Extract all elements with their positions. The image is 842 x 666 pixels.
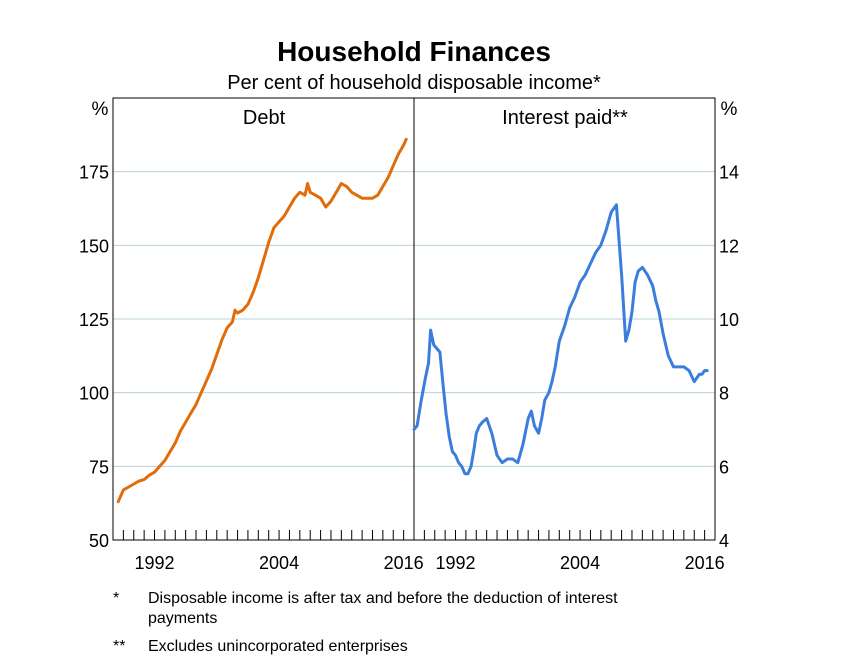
debt-panel-title: Debt	[243, 107, 286, 129]
chart-subtitle: Per cent of household disposable income*	[227, 72, 601, 94]
footnotes: * Disposable income is after tax and bef…	[113, 590, 618, 655]
right-y-tick-label: 12	[719, 236, 739, 256]
footnote-1-text: Disposable income is after tax and befor…	[148, 590, 618, 627]
left-y-tick-label: 100	[79, 384, 109, 404]
right-unit-label: %	[721, 99, 738, 120]
footnote-2-marker: **	[113, 638, 125, 655]
x-tick-label: 1992	[134, 553, 174, 573]
interest-panel-title: Interest paid**	[502, 107, 628, 129]
left-y-tick-label: 175	[79, 163, 109, 183]
x-tick-label: 1992	[435, 553, 475, 573]
left-y-tick-label: 150	[79, 236, 109, 256]
debt-series-line	[116, 137, 408, 504]
x-tick-label: 2004	[259, 553, 299, 573]
left-y-tick-label: 75	[89, 457, 109, 477]
right-y-tick-label: 6	[719, 457, 729, 477]
chart-title: Household Finances	[277, 36, 551, 67]
footnote-2-text: Excludes unincorporated enterprises	[148, 638, 408, 655]
x-tick-label: 2016	[384, 553, 424, 573]
left-y-tick-label: 50	[89, 531, 109, 551]
interest-paid-series-line	[412, 203, 709, 476]
left-y-tick-label: 125	[79, 310, 109, 330]
left-unit-label: %	[92, 99, 109, 120]
x-tick-label: 2016	[685, 553, 725, 573]
footnote-1-marker: *	[113, 590, 119, 607]
right-y-tick-label: 4	[719, 531, 729, 551]
x-tick-label: 2004	[560, 553, 600, 573]
right-y-tick-label: 8	[719, 384, 729, 404]
right-y-tick-label: 10	[719, 310, 739, 330]
series-lines	[116, 137, 709, 504]
right-y-tick-label: 14	[719, 163, 739, 183]
